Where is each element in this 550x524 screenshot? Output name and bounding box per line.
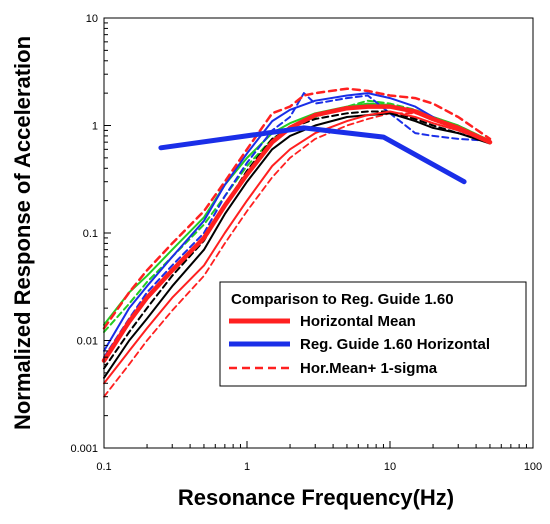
series-line-reg-guide-1-60-horizontal: [158, 125, 467, 185]
y-tick-label: 0.001: [70, 443, 98, 455]
y-tick-label: 10: [86, 13, 98, 25]
y-tick-label: 0.1: [83, 228, 98, 240]
legend-title: Comparison to Reg. Guide 1.60: [231, 291, 454, 308]
y-tick-label: 1: [92, 121, 98, 133]
axis-ticks: 0.1 1 10 100 0.001 0.01 0.1 1 10: [70, 13, 542, 473]
series-line-hor-mean-1-sigma: [102, 87, 492, 330]
series-layer: [101, 87, 493, 398]
y-axis-label: Normalized Response of Acceleration: [10, 36, 35, 430]
legend-label-reg-guide: Reg. Guide 1.60 Horizontal: [300, 336, 490, 353]
x-tick-label: 10: [384, 461, 396, 473]
legend: Comparison to Reg. Guide 1.60 Horizontal…: [219, 281, 527, 387]
x-axis-label: Resonance Frequency(Hz): [178, 485, 454, 510]
legend-label-mean-plus-sigma: Hor.Mean+ 1-sigma: [300, 360, 438, 377]
series-line-series-6: [103, 92, 491, 359]
series-line-series-7: [103, 112, 491, 379]
series-line-series-9: [103, 110, 491, 385]
series-line-series-5: [103, 92, 491, 352]
y-tick-label: 0.01: [77, 336, 98, 348]
x-tick-label: 1: [244, 461, 250, 473]
x-tick-label: 100: [524, 461, 542, 473]
x-tick-label: 0.1: [96, 461, 111, 473]
legend-label-horizontal-mean: Horizontal Mean: [300, 313, 416, 330]
